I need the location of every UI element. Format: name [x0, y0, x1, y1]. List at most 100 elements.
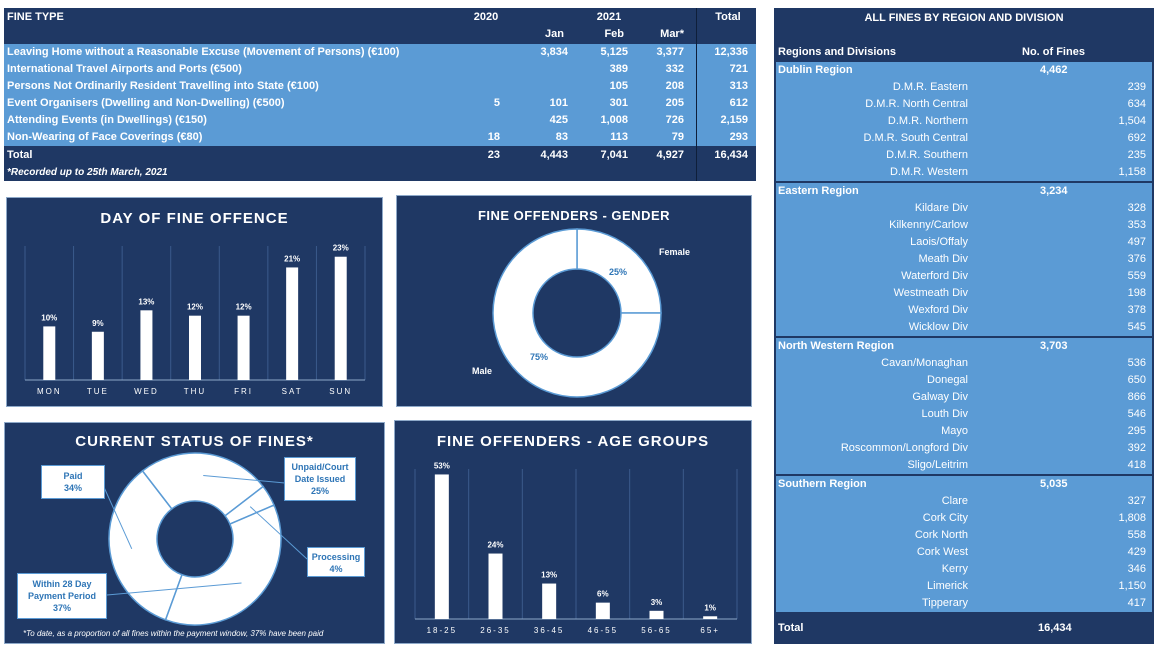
gender-chart-title: FINE OFFENDERS - GENDER: [477, 208, 671, 223]
data-label: 13%: [138, 297, 154, 306]
division-name: Westmeath Div: [893, 287, 968, 299]
female-label: Female: [659, 247, 690, 257]
table-header-row: FINE TYPE 2020 2021 Total: [4, 9, 756, 26]
male-label: Male: [472, 366, 492, 376]
fine-feb-value: 113: [610, 131, 628, 143]
data-label: 6%: [597, 590, 609, 599]
tick-label: MON: [37, 387, 62, 396]
callout-leader: [106, 582, 242, 596]
within-28-day-percent: 37%: [52, 603, 71, 613]
tick-label: 65+: [700, 626, 720, 635]
year-2020-header: 2020: [473, 11, 499, 23]
total-feb: 7,041: [600, 149, 628, 161]
division-value: 417: [1127, 597, 1146, 609]
fine-total-value: 293: [729, 131, 748, 143]
division-name: Laois/Offaly: [910, 236, 968, 248]
division-value: 692: [1127, 132, 1146, 144]
fine-feb-value: 301: [609, 97, 628, 109]
processing-callout: Processing 4%: [307, 547, 365, 577]
data-label: 1%: [704, 603, 716, 612]
region-header-row: North Western Region 3,703: [774, 338, 1154, 355]
status-panel: CURRENT STATUS OF FINES* Paid 34% Unpaid…: [4, 422, 385, 644]
fine-mar-value: 208: [665, 80, 684, 92]
region-total: 4,462: [1040, 64, 1068, 76]
division-value: 559: [1127, 270, 1146, 282]
division-value: 327: [1127, 495, 1146, 507]
fine-mar-value: 205: [665, 97, 684, 109]
region-division-table: ALL FINES BY REGION AND DIVISION Regions…: [774, 8, 1154, 644]
region-total-value: 16,434: [1038, 622, 1072, 634]
bar: [542, 583, 557, 619]
division-value: 328: [1127, 202, 1146, 214]
division-name: D.M.R. North Central: [865, 98, 968, 110]
fine-jan-value: 83: [555, 131, 568, 143]
division-value: 866: [1127, 391, 1146, 403]
table-row: Event Organisers (Dwelling and Non-Dwell…: [4, 95, 756, 112]
fine-jan-value: [524, 78, 568, 95]
bar: [43, 326, 56, 380]
division-name: D.M.R. Western: [889, 166, 968, 178]
status-chart-title: CURRENT STATUS OF FINES*: [75, 433, 314, 450]
division-row: D.M.R. North Central 634: [774, 96, 1154, 113]
callout-leader: [249, 506, 308, 560]
data-label: 21%: [284, 254, 300, 263]
division-row: D.M.R. South Central 692: [774, 130, 1154, 147]
division-row: Clare 327: [774, 493, 1154, 510]
female-percent: 25%: [609, 267, 627, 277]
division-value: 1,150: [1118, 580, 1146, 592]
division-row: D.M.R. Eastern 239: [774, 79, 1154, 96]
division-row: Tipperary 417: [774, 595, 1154, 612]
table-row: Attending Events (in Dwellings) (€150) 42…: [4, 112, 756, 129]
jan-header: Jan: [545, 28, 564, 40]
day-chart-title: DAY OF FINE OFFENCE: [100, 210, 289, 227]
region-table-title: ALL FINES BY REGION AND DIVISION: [864, 12, 1064, 24]
division-name: Sligo/Leitrim: [907, 459, 968, 471]
day-of-offence-chart: 10% MON 9% TUE 13% WED 12% THU 12% FRI 21% SAT 23% SU…: [24, 244, 366, 396]
data-label: 24%: [487, 541, 503, 550]
fine-type-name: Event Organisers (Dwelling and Non-Dwell…: [7, 97, 285, 109]
division-name: Galway Div: [912, 391, 968, 403]
table-row: International Travel Airports and Ports …: [4, 61, 756, 78]
fine-y2020-value: 5: [493, 97, 500, 109]
division-name: D.M.R. Northern: [887, 115, 968, 127]
data-label: 3%: [651, 598, 663, 607]
division-value: 545: [1127, 321, 1146, 333]
fine-type-header: FINE TYPE: [7, 11, 64, 23]
division-row: Donegal 650: [774, 372, 1154, 389]
division-value: 546: [1127, 408, 1146, 420]
region-block-background: [776, 183, 1152, 336]
division-row: Sligo/Leitrim 418: [774, 457, 1154, 474]
division-row: D.M.R. Southern 235: [774, 147, 1154, 164]
division-row: Louth Div 546: [774, 406, 1154, 423]
table-footnote: *Recorded up to 25th March, 2021: [7, 167, 168, 178]
division-name: Roscommon/Longford Div: [840, 442, 968, 454]
fine-type-name: Leaving Home without a Reasonable Excuse…: [7, 46, 400, 58]
division-name: D.M.R. Eastern: [892, 81, 968, 93]
division-name: Kerry: [941, 563, 968, 575]
fine-type-name: International Travel Airports and Ports …: [7, 63, 242, 75]
division-row: Westmeath Div 198: [774, 285, 1154, 302]
gender-panel: FINE OFFENDERS - GENDER 25% 75% Female Male: [396, 195, 752, 407]
division-name: Kildare Div: [914, 202, 968, 214]
bar: [488, 553, 503, 619]
division-value: 634: [1127, 98, 1146, 110]
division-name: Cork City: [922, 512, 968, 524]
data-label: 9%: [92, 319, 104, 328]
division-value: 353: [1127, 219, 1146, 231]
region-name: North Western Region: [778, 340, 894, 352]
fine-feb-value: 389: [609, 63, 628, 75]
division-name: Cavan/Monaghan: [881, 357, 968, 369]
division-name: Donegal: [927, 374, 968, 386]
bar: [334, 256, 347, 380]
fine-type-name: Persons Not Ordinarily Resident Travelli…: [7, 80, 319, 92]
table-month-row: Jan Feb Mar*: [4, 26, 756, 43]
region-header-row: Dublin Region 4,462: [774, 62, 1154, 79]
fine-mar-value: 3,377: [656, 46, 684, 58]
data-label: 10%: [41, 313, 57, 322]
division-name: Meath Div: [918, 253, 968, 265]
table-row: Leaving Home without a Reasonable Excuse…: [4, 44, 756, 61]
callout-leader: [203, 475, 286, 484]
region-block-background: [776, 62, 1152, 181]
fine-type-table: FINE TYPE 2020 2021 Total Jan Feb Mar* L…: [4, 8, 756, 181]
division-value: 536: [1127, 357, 1146, 369]
